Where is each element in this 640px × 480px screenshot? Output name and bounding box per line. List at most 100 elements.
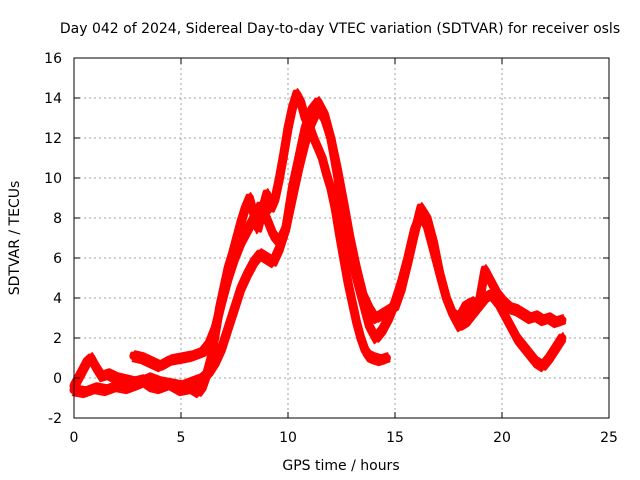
data-point xyxy=(166,380,175,388)
data-point xyxy=(512,306,521,314)
y-tick-label: 2 xyxy=(53,331,62,347)
data-point xyxy=(241,204,250,212)
y-tick-label: 6 xyxy=(53,251,62,267)
data-point xyxy=(211,358,220,366)
axis-ticks: 0 5 10 15 20 25 -2 0 2 4 6 8 10 12 14 16 xyxy=(44,51,618,446)
data-point xyxy=(296,98,305,106)
data-point xyxy=(525,350,534,358)
data-point xyxy=(87,354,96,362)
data-point xyxy=(480,266,489,274)
data-point xyxy=(256,202,265,210)
data-point xyxy=(557,316,566,324)
data-point xyxy=(326,184,335,192)
data-point xyxy=(423,222,432,230)
data-point xyxy=(313,144,322,152)
data-point xyxy=(468,298,477,306)
data-point xyxy=(557,334,566,342)
data-point xyxy=(271,194,280,202)
data-point xyxy=(378,326,387,334)
data-point xyxy=(91,384,100,392)
data-point xyxy=(487,278,496,286)
data-point xyxy=(455,322,464,330)
data-point xyxy=(378,310,387,318)
data-point xyxy=(410,226,419,234)
series-line xyxy=(131,106,562,373)
data-point xyxy=(397,278,406,286)
data-point xyxy=(403,254,412,262)
data-point xyxy=(230,304,239,312)
data-point xyxy=(512,334,521,342)
x-tick-label: 0 xyxy=(70,430,79,446)
data-point xyxy=(138,354,147,362)
data-point xyxy=(243,226,252,234)
data-point xyxy=(262,214,271,222)
data-point xyxy=(532,312,541,320)
data-point xyxy=(346,246,355,254)
data-point xyxy=(97,372,106,380)
data-point xyxy=(187,378,196,386)
data-point xyxy=(80,388,89,396)
plot-frame xyxy=(73,57,610,419)
data-point xyxy=(262,190,271,198)
series-line xyxy=(134,96,564,363)
data-point xyxy=(217,344,226,352)
y-tick-label: 14 xyxy=(44,91,62,107)
data-point xyxy=(545,354,554,362)
data-point xyxy=(91,362,100,370)
data-point xyxy=(284,124,292,132)
series-layer xyxy=(69,88,567,399)
x-tick-label: 20 xyxy=(493,430,511,446)
data-point xyxy=(435,270,444,278)
data-point xyxy=(519,342,528,350)
data-point xyxy=(356,334,365,342)
data-point xyxy=(371,334,380,342)
data-point xyxy=(204,340,213,348)
data-point xyxy=(361,346,370,354)
data-point xyxy=(82,358,91,366)
data-point xyxy=(500,298,509,306)
data-point xyxy=(545,314,554,322)
data-point xyxy=(474,302,483,310)
data-point xyxy=(224,274,233,282)
data-point xyxy=(204,368,213,376)
data-point xyxy=(468,310,477,318)
series-line xyxy=(130,97,562,365)
data-point xyxy=(275,238,284,246)
data-point xyxy=(236,238,245,246)
data-point xyxy=(442,294,451,302)
data-point xyxy=(506,304,515,312)
y-tick-label: 16 xyxy=(44,51,62,67)
data-point xyxy=(448,310,457,318)
data-point xyxy=(236,284,245,292)
data-point xyxy=(249,258,258,266)
data-point xyxy=(187,352,196,360)
data-point xyxy=(301,124,310,132)
data-point xyxy=(236,218,245,226)
y-tick-label: 8 xyxy=(53,211,62,227)
data-point xyxy=(262,254,271,262)
data-point xyxy=(198,374,207,382)
chart-title: Day 042 of 2024, Sidereal Day-to-day VTE… xyxy=(60,21,620,37)
data-point xyxy=(461,302,470,310)
data-point xyxy=(256,250,265,258)
data-point xyxy=(177,382,185,390)
data-point xyxy=(369,354,378,362)
data-point xyxy=(147,358,156,366)
y-tick-label: 10 xyxy=(44,171,62,187)
x-tick-label: 15 xyxy=(386,430,404,446)
series-track-a xyxy=(69,88,391,399)
y-tick-label: 4 xyxy=(53,291,62,307)
data-point xyxy=(506,322,515,330)
data-point xyxy=(538,362,547,370)
data-point xyxy=(294,154,303,162)
data-point xyxy=(288,104,297,112)
data-point xyxy=(365,322,374,330)
data-point xyxy=(230,254,239,262)
data-point xyxy=(307,106,316,114)
data-point xyxy=(322,170,331,178)
y-tick-label: -2 xyxy=(48,411,62,427)
data-point xyxy=(348,298,357,306)
data-point xyxy=(243,270,252,278)
data-point xyxy=(493,290,502,298)
data-point xyxy=(343,278,352,286)
